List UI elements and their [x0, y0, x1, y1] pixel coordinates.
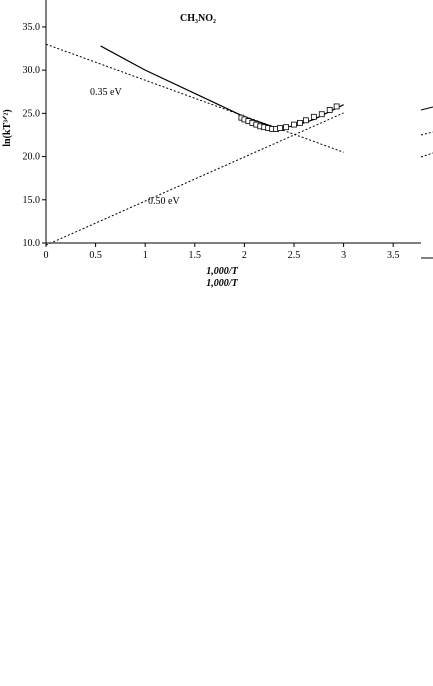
y-tick-label: 25.0: [23, 108, 41, 119]
x-axis-label: 1,000/T: [206, 266, 238, 277]
y-axis-label: ln(kT³ᐟ²): [2, 109, 13, 146]
data-point: [283, 124, 289, 131]
data-point: [297, 119, 303, 126]
y-tick-label: 15.0: [23, 195, 41, 206]
x-tick-label: 2: [242, 250, 247, 261]
x-axis-label-repeat: 1,000/T: [206, 278, 238, 289]
data-point: [303, 117, 309, 124]
y-tick-label: 30.0: [23, 65, 41, 76]
y-tick-label: 10.0: [23, 238, 41, 249]
x-tick-label: 1: [143, 250, 148, 261]
data-point: [318, 111, 325, 118]
fit-line: [100, 45, 344, 128]
cropped-fragment: [420, 152, 433, 158]
y-tick-label: 20.0: [23, 152, 41, 163]
chart-title: CH₃NO₂: [180, 13, 216, 24]
y-tick-label: 35.0: [23, 22, 41, 33]
x-tick-label: 2.5: [288, 250, 301, 261]
cropped-fragment: [420, 106, 433, 111]
cropped-fragment: [420, 131, 433, 136]
data-point: [333, 103, 340, 110]
data-point: [277, 125, 284, 131]
annotation: 0.35 eV: [90, 87, 122, 98]
x-tick-label: 3: [341, 250, 346, 261]
fit-line: [45, 43, 344, 153]
x-tick-label: 1.5: [189, 250, 202, 261]
data-point: [310, 113, 317, 120]
annotation: 0.50 eV: [148, 196, 180, 207]
data-point: [326, 107, 333, 113]
x-tick-label: 3.5: [387, 250, 400, 261]
x-tick-label: 0: [44, 250, 49, 261]
x-tick-label: 0.5: [89, 250, 102, 261]
data-point: [291, 121, 297, 128]
fit-line: [45, 112, 344, 246]
